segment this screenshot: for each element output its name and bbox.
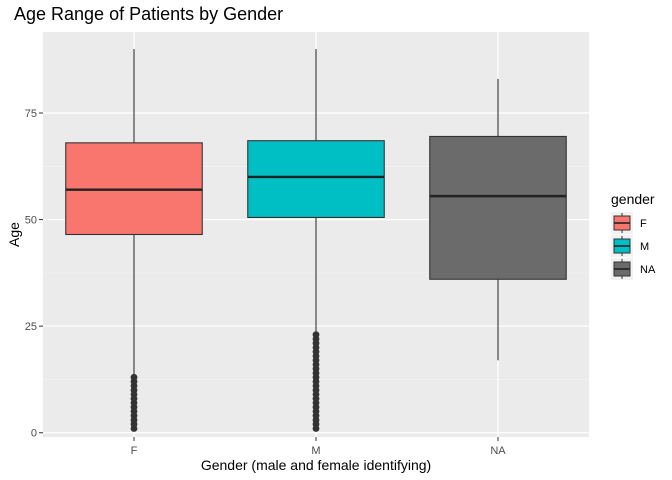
x-axis-label: Gender (male and female identifying) — [201, 457, 431, 473]
box-group-f — [65, 49, 203, 432]
box-marks — [65, 49, 567, 432]
x-axis: F M NA Gender (male and female identifying) — [131, 437, 506, 473]
y-tick-label: 50 — [25, 215, 37, 227]
x-tick-label: F — [131, 445, 138, 457]
outlier-point — [312, 331, 320, 339]
box-group-na — [429, 78, 567, 361]
box-group-m — [247, 49, 385, 432]
x-tick-label: NA — [490, 445, 506, 457]
y-tick-label: 0 — [31, 428, 37, 440]
x-tick-label: M — [311, 445, 320, 457]
chart-title: Age Range of Patients by Gender — [14, 4, 284, 24]
y-tick-label: 25 — [25, 321, 37, 333]
y-tick-label: 75 — [25, 108, 37, 120]
y-axis: 0 25 50 75 Age — [6, 108, 43, 440]
box — [429, 135, 567, 280]
y-axis-label: Age — [6, 222, 22, 247]
legend-label: M — [640, 241, 649, 253]
box — [247, 140, 385, 218]
legend-item-f: F — [611, 212, 647, 234]
legend-label: F — [640, 218, 647, 230]
legend-item-m: M — [611, 235, 649, 257]
legend-label: NA — [640, 264, 656, 276]
legend-item-na: NA — [611, 258, 656, 280]
outlier-point — [130, 373, 138, 381]
legend-title: gender — [611, 191, 655, 207]
legend: gender FM NA — [611, 191, 656, 280]
